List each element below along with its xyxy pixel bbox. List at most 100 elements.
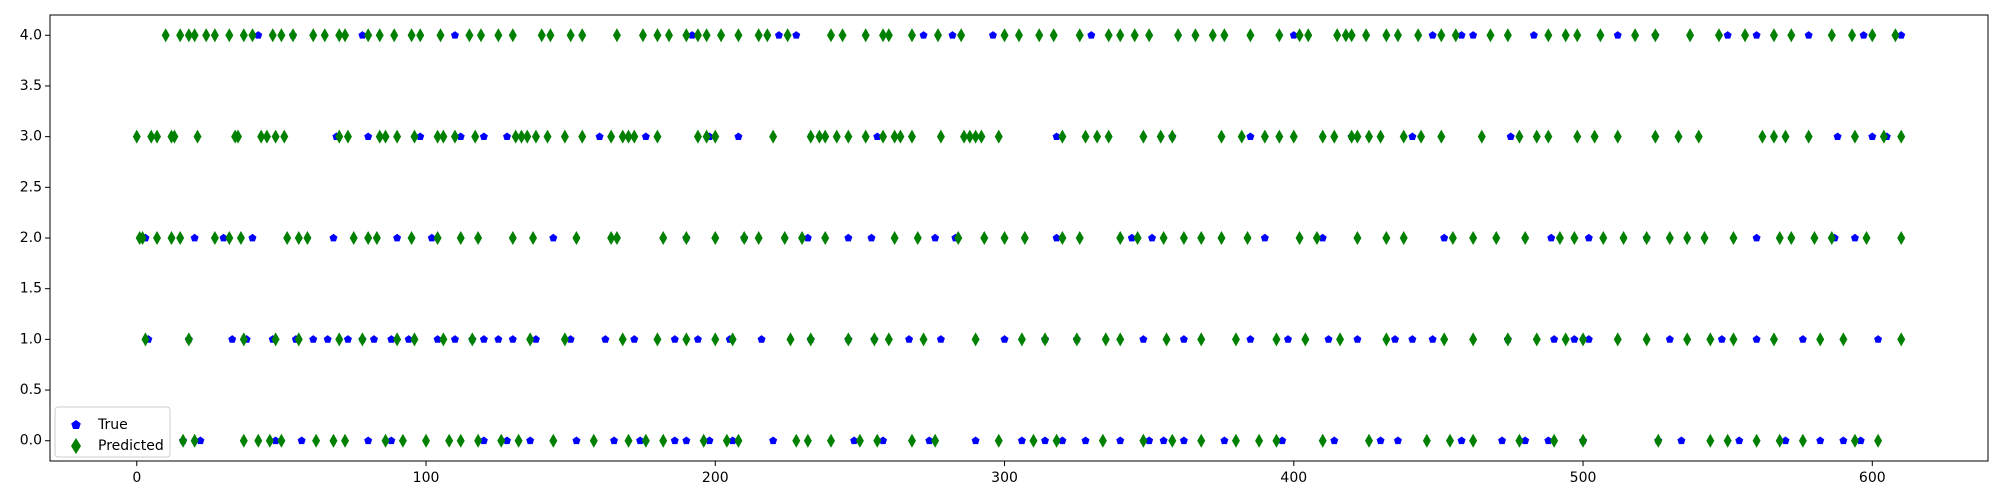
predicted-point [994, 129, 1003, 144]
predicted-point [410, 129, 419, 144]
predicted-point [1683, 231, 1692, 245]
predicted-point [161, 28, 170, 43]
true-point [479, 132, 488, 141]
predicted-point [638, 28, 647, 43]
predicted-point [855, 433, 864, 448]
predicted-point [1674, 129, 1683, 144]
true-point [1017, 436, 1026, 445]
true-point [1752, 335, 1761, 343]
predicted-point [1532, 129, 1541, 144]
true-point [219, 233, 228, 242]
predicted-point [1255, 433, 1264, 448]
predicted-point [861, 28, 870, 43]
true-point [508, 335, 517, 343]
predicted-point [728, 332, 737, 347]
predicted-point [890, 231, 899, 245]
true-point [1665, 335, 1674, 343]
true-point [1246, 132, 1255, 141]
predicted-point [693, 28, 702, 43]
predicted-point [320, 28, 329, 43]
true-point [456, 132, 465, 141]
predicted-point [1393, 28, 1402, 43]
true-point [364, 132, 373, 141]
predicted-point [526, 332, 535, 347]
predicted-point [682, 28, 691, 43]
predicted-point [1275, 28, 1284, 43]
predicted-point [1451, 28, 1460, 43]
predicted-point [1897, 332, 1906, 347]
predicted-point [1098, 433, 1107, 448]
predicted-point [517, 129, 526, 144]
true-point [1550, 335, 1559, 343]
predicted-point [277, 433, 286, 448]
predicted-point [1246, 28, 1255, 43]
predicted-point [1075, 231, 1084, 245]
predicted-point [176, 231, 185, 245]
predicted-point [1376, 129, 1385, 144]
predicted-point [1414, 28, 1423, 43]
x-tick-label: 100 [413, 470, 440, 486]
predicted-point [193, 129, 202, 144]
predicted-point [994, 433, 1003, 448]
predicted-point [1295, 28, 1304, 43]
predicted-point [1891, 28, 1900, 43]
predicted-point [1399, 231, 1408, 245]
true-point [364, 436, 373, 445]
predicted-point [254, 433, 263, 448]
predicted-point [294, 231, 303, 245]
predicted-point [153, 231, 162, 245]
true-point [931, 233, 940, 242]
true-point [1052, 233, 1061, 242]
predicted-point [1301, 332, 1310, 347]
predicted-point [511, 129, 520, 144]
predicted-point [190, 28, 199, 43]
true-point [792, 31, 801, 39]
predicted-point [1093, 129, 1102, 144]
predicted-point [381, 129, 390, 144]
predicted-point [1596, 28, 1605, 43]
predicted-point [1850, 129, 1859, 144]
predicted-point [1220, 28, 1229, 43]
predicted-point [566, 28, 575, 43]
predicted-point [1729, 231, 1738, 245]
true-point [1408, 335, 1417, 343]
predicted-point [607, 129, 616, 144]
predicted-point [1362, 28, 1371, 43]
predicted-point [560, 332, 569, 347]
predicted-point [393, 332, 402, 347]
true-point [1220, 436, 1229, 445]
x-tick-label: 400 [1280, 470, 1307, 486]
x-tick-label: 600 [1859, 470, 1886, 486]
predicted-point [612, 231, 621, 245]
predicted-point [1521, 231, 1530, 245]
true-point [503, 436, 512, 445]
predicted-point [271, 332, 280, 347]
predicted-point [450, 129, 459, 144]
predicted-point [1000, 28, 1009, 43]
predicted-point [390, 28, 399, 43]
predicted-point [1243, 231, 1252, 245]
predicted-point [780, 231, 789, 245]
predicted-point [471, 129, 480, 144]
true-point [1868, 132, 1877, 141]
predicted-point [375, 129, 384, 144]
predicted-point [786, 332, 795, 347]
predicted-point [153, 129, 162, 144]
predicted-point [1422, 433, 1431, 448]
predicted-point [335, 28, 344, 43]
true-point [1052, 132, 1061, 141]
predicted-point [262, 129, 271, 144]
predicted-point [578, 28, 587, 43]
true-point [572, 436, 581, 445]
true-point [1260, 233, 1269, 242]
true-point [1498, 436, 1507, 445]
x-tick-label: 500 [1570, 470, 1597, 486]
predicted-point [1515, 433, 1524, 448]
true-point [803, 233, 812, 242]
predicted-point [1642, 332, 1651, 347]
true-point [1457, 436, 1466, 445]
predicted-point [439, 332, 448, 347]
predicted-point [769, 129, 778, 144]
predicted-point [202, 28, 211, 43]
predicted-point [234, 129, 243, 144]
